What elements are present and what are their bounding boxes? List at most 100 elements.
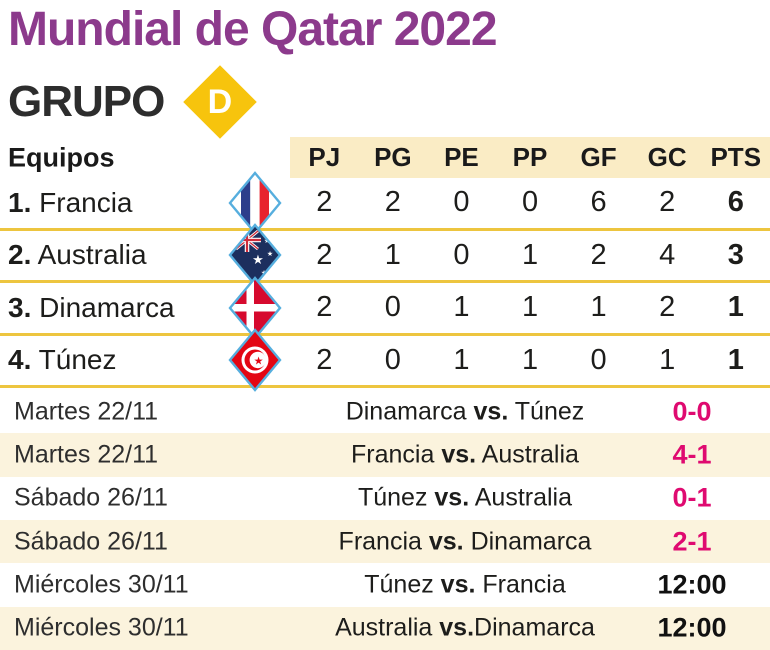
match-date: Martes 22/11 [14,397,159,426]
home-team: Australia [335,613,440,642]
team-rank: 2. [8,239,32,271]
team-stats: 2 0 1 1 0 1 1 [290,336,770,386]
header-pg: PG [374,142,412,172]
away-team: Australia [469,483,573,512]
header-pe: PE [444,142,479,172]
stat-pj: 2 [316,291,333,324]
team-row-australia: 2. Australia ★ ★ ★ ★ [0,223,770,288]
team-row-tunez: 4. Túnez ★ 2 0 [0,328,770,393]
tunisia-flag-icon: ★ [228,328,282,393]
match-time: 12:00 [657,569,727,600]
team-row-dinamarca: 3. Dinamarca 2 0 1 1 1 [0,275,770,340]
header-pj: PJ [308,142,341,172]
stat-pg: 1 [384,238,401,271]
standings-header-row: Equipos PJ PG PE PP GF GC PTS [0,137,770,178]
stat-pts: 3 [727,238,744,271]
svg-text:★: ★ [254,355,264,368]
home-team: Francia [351,440,442,469]
stat-pj: 2 [316,186,333,219]
team-name: Australia [37,239,147,271]
vs-label: vs. [440,570,476,599]
match-fixture: Francia vs. Dinamarca [225,527,705,556]
stat-pts: 6 [727,186,744,219]
stat-pe: 1 [453,291,470,324]
team-name: Dinamarca [39,291,175,323]
france-flag-icon [228,170,282,235]
stat-pe: 1 [453,343,470,376]
team-rank: 3. [8,291,32,323]
stat-gf: 1 [590,291,607,324]
stat-gf: 0 [590,343,607,376]
stat-gc: 1 [659,343,676,376]
match-list: Martes 22/11 Dinamarca vs. Túnez 0-0 Mar… [0,390,770,650]
home-team: Dinamarca [345,397,474,426]
match-row: Sábado 26/11 Francia vs. Dinamarca 2-1 [0,519,770,564]
stat-pg: 2 [384,186,401,219]
stat-gf: 2 [590,238,607,271]
svg-text:★: ★ [267,250,273,258]
match-fixture: Túnez vs. Australia [225,484,705,513]
team-cell: 4. Túnez [8,344,116,376]
match-fixture: Dinamarca vs. Túnez [225,397,705,426]
stat-gc: 2 [659,186,676,219]
match-date: Miércoles 30/11 [14,570,189,599]
home-team: Francia [338,527,429,556]
team-cell: 1. Francia [8,187,133,219]
match-fixture: Francia vs. Australia [225,440,705,469]
stat-gc: 4 [659,238,676,271]
stat-pts: 1 [727,291,744,324]
svg-text:★: ★ [252,253,264,268]
standings-table: 1. Francia 2 2 0 0 [0,170,770,393]
vs-label: vs. [473,397,509,426]
stats-header-strip: PJ PG PE PP GF GC PTS [290,137,770,178]
team-row-francia: 1. Francia 2 2 0 0 [0,170,770,235]
page-title: Mundial de Qatar 2022 [8,3,498,56]
away-team: Dinamarca [474,613,595,642]
vs-label: vs. [441,440,477,469]
match-row: Martes 22/11 Dinamarca vs. Túnez 0-0 [0,390,770,433]
group-letter-badge: D [183,65,257,139]
header-pp: PP [512,142,548,172]
team-cell: 2. Australia [8,239,147,271]
teams-column-header: Equipos [8,142,115,172]
header-gf: GF [580,142,617,172]
vs-label: vs. [439,613,475,642]
denmark-flag-icon [228,275,282,340]
home-team: Túnez [357,483,435,512]
home-team: Túnez [364,570,441,599]
team-stats: 2 2 0 0 6 2 6 [290,178,770,228]
match-score: 0-1 [672,482,712,513]
stat-pe: 0 [453,186,470,219]
group-letter: D [207,82,233,121]
stat-pe: 0 [453,238,470,271]
header-pts: PTS [710,142,762,172]
match-date: Martes 22/11 [14,440,159,469]
match-row: Miércoles 30/11 Túnez vs. Francia 12:00 [0,563,770,606]
match-date: Sábado 26/11 [14,527,168,556]
group-heading: GRUPO D [8,65,408,139]
match-score: 2-1 [672,526,712,557]
away-team: Francia [475,570,566,599]
stat-pp: 1 [521,238,539,271]
away-team: Dinamarca [463,527,592,556]
team-name: Túnez [38,344,117,376]
header-gc: GC [647,142,687,172]
stat-pp: 1 [521,343,539,376]
team-stats: 2 0 1 1 1 2 1 [290,283,770,333]
match-fixture: Australia vs.Dinamarca [225,614,705,643]
match-row: Martes 22/11 Francia vs. Australia 4-1 [0,433,770,477]
match-fixture: Túnez vs. Francia [225,570,705,599]
team-rank: 1. [8,186,32,218]
vs-label: vs. [434,483,470,512]
team-name: Francia [39,186,133,218]
team-rank: 4. [8,344,32,376]
stat-pg: 0 [384,343,401,376]
team-cell: 3. Dinamarca [8,292,175,324]
stat-pts: 1 [727,343,744,376]
stat-gc: 2 [659,291,676,324]
team-stats: 2 1 0 1 2 4 3 [290,231,770,281]
away-team: Túnez [508,397,585,426]
stat-pj: 2 [316,343,333,376]
match-row: Miércoles 30/11 Australia vs.Dinamarca 1… [0,606,770,650]
match-date: Sábado 26/11 [14,483,168,512]
